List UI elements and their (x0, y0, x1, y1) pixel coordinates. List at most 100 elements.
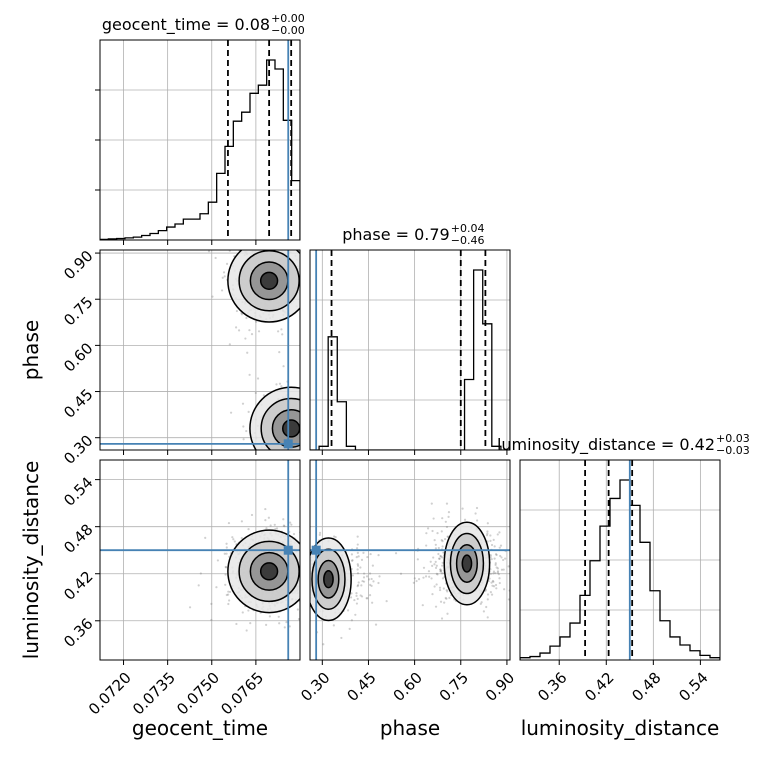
sample-point (282, 247, 284, 249)
sample-point (301, 583, 303, 585)
sample-point (307, 593, 309, 595)
sample-point (286, 452, 288, 454)
sample-point (486, 593, 490, 596)
sample-point (474, 512, 477, 515)
y-tick-label: 0.30 (60, 432, 96, 468)
sample-point (360, 558, 364, 561)
sample-point (502, 568, 505, 571)
sample-point (371, 601, 374, 604)
x-tick-label: 0.0735 (129, 669, 179, 719)
sample-point (365, 597, 368, 600)
sample-point (311, 452, 313, 454)
sample-point (441, 540, 444, 543)
sample-point (254, 320, 258, 323)
sample-point (432, 556, 435, 559)
sample-point (307, 435, 309, 437)
sample-point (447, 515, 450, 518)
sample-point (303, 575, 305, 577)
sample-point (231, 536, 234, 539)
density-contour (323, 570, 334, 589)
sample-point (489, 534, 492, 537)
sample-point (499, 554, 502, 558)
sample-point (240, 313, 244, 316)
sample-point (356, 597, 359, 600)
sample-point (517, 563, 519, 565)
sample-point (365, 575, 369, 578)
sample-point (304, 419, 306, 421)
sample-point (301, 597, 303, 599)
sample-point (264, 228, 266, 230)
sample-point (489, 591, 492, 594)
sample-point (445, 597, 448, 600)
sample-point (490, 557, 493, 561)
sample-point (498, 531, 501, 534)
sample-point (306, 538, 308, 540)
sample-point (289, 521, 292, 524)
sample-point (356, 551, 359, 555)
sample-point (225, 546, 228, 549)
sample-point (310, 430, 312, 432)
sample-point (486, 532, 489, 535)
sample-point (223, 275, 226, 278)
sample-point (492, 585, 496, 588)
sample-point (322, 643, 325, 646)
sample-point (434, 560, 437, 563)
sample-point (188, 606, 192, 609)
sample-point (496, 567, 499, 570)
sample-point (292, 532, 296, 536)
sample-point (438, 557, 441, 560)
sample-point (223, 552, 226, 555)
sample-point (355, 594, 358, 597)
sample-point (485, 534, 489, 537)
sample-point (441, 564, 444, 567)
sample-point (221, 276, 224, 279)
sample-point (433, 563, 436, 566)
sample-point (430, 577, 433, 580)
sample-point (224, 583, 227, 586)
sample-point (242, 241, 244, 243)
sample-point (490, 593, 494, 596)
sample-point (355, 556, 358, 559)
sample-point (491, 579, 495, 583)
sample-point (283, 464, 285, 466)
sample-point (444, 596, 447, 600)
sample-point (503, 588, 506, 591)
sample-point (301, 587, 303, 589)
sample-point (232, 230, 234, 232)
sample-point (308, 420, 310, 422)
sample-point (211, 295, 214, 298)
sample-point (305, 331, 307, 333)
sample-point (250, 513, 254, 517)
sample-point (463, 518, 467, 521)
sample-point (224, 565, 227, 569)
sample-point (367, 578, 371, 581)
sample-point (303, 257, 305, 259)
x-tick-label: 0.0765 (217, 669, 267, 719)
sample-point (307, 569, 309, 571)
density-contour (461, 554, 473, 573)
sample-point (227, 521, 231, 525)
sample-point (307, 584, 309, 586)
sample-point (441, 517, 444, 520)
sample-point (486, 616, 489, 619)
sample-point (482, 610, 485, 613)
sample-point (310, 418, 312, 420)
x-axis-label: luminosity_distance (521, 716, 720, 740)
sample-point (525, 532, 527, 534)
sample-point (306, 603, 308, 605)
sample-point (227, 590, 230, 593)
panel-phase-luminosity_distance (301, 460, 527, 660)
panel-frame (309, 459, 511, 661)
sample-point (308, 426, 310, 428)
sample-point (304, 440, 306, 442)
sample-point (227, 602, 230, 606)
sample-point (311, 424, 313, 426)
panel-geocent_time-geocent_time (100, 40, 300, 240)
sample-point (433, 539, 436, 542)
sample-point (290, 464, 292, 466)
sample-point (435, 572, 438, 575)
sample-point (294, 457, 296, 459)
sample-point (433, 585, 436, 588)
sample-point (436, 573, 439, 576)
sample-point (422, 576, 425, 579)
